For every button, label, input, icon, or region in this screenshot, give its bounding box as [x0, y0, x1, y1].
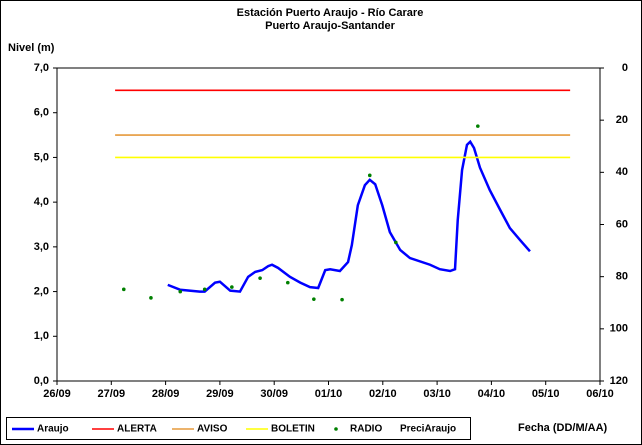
- line-series: [167, 139, 531, 293]
- y-tick-label: 2,0: [34, 285, 49, 297]
- y2-tick-label: 40: [616, 166, 628, 178]
- radio-point: [367, 173, 372, 178]
- radio-point: [476, 124, 480, 128]
- y-tick-label: 7,0: [34, 62, 49, 74]
- x-tick-label: 05/10: [532, 388, 560, 400]
- radio-point: [340, 297, 344, 302]
- y-tick-label: 3,0: [34, 241, 49, 253]
- chart-title: Estación Puerto Araujo - Río Carare: [237, 7, 424, 19]
- x-tick-label: 27/09: [98, 388, 126, 400]
- radio-point: [121, 287, 126, 292]
- x-tick-label: 04/10: [478, 388, 506, 400]
- y2-tick-label: 60: [616, 218, 628, 230]
- chart-subtitle: Puerto Araujo-Santander: [265, 20, 395, 32]
- legend-box: [6, 417, 471, 440]
- legend-label: RADIO: [350, 424, 382, 435]
- radio-point: [258, 276, 262, 280]
- y-tick-label: 4,0: [34, 196, 49, 208]
- legend-swatch: [334, 427, 338, 431]
- radio-point: [285, 280, 290, 285]
- y2-tick-label: 80: [616, 271, 628, 283]
- y2-tick-label: 100: [610, 323, 628, 335]
- y-tick-label: 1,0: [34, 330, 49, 342]
- legend-label: AVISO: [197, 424, 228, 435]
- y-tick-label: 0,0: [34, 375, 49, 387]
- legend-label: BOLETIN: [271, 424, 315, 435]
- radio-point: [312, 297, 316, 301]
- legend-label: ALERTA: [117, 424, 157, 435]
- radio-point: [178, 289, 183, 294]
- y-tick-label: 5,0: [34, 151, 49, 163]
- y2-tick-label: 0: [622, 62, 628, 74]
- x-tick-label: 03/10: [423, 388, 451, 400]
- x-tick-label: 26/09: [43, 388, 71, 400]
- radio-point: [230, 285, 234, 289]
- y-tick-label: 6,0: [34, 107, 49, 119]
- x-tick-label: 06/10: [586, 388, 614, 400]
- radio-point: [149, 296, 153, 300]
- x-tick-label: 28/09: [152, 388, 180, 400]
- x-axis-label: Fecha (DD/M/AA): [518, 422, 608, 434]
- plot-area: [56, 67, 601, 382]
- y2-tick-label: 20: [616, 114, 628, 126]
- y-axis-label: Nivel (m): [8, 42, 55, 54]
- y2-tick-label: 120: [610, 375, 628, 387]
- legend-label: Araujo: [37, 424, 69, 435]
- legend-label: PreciAraujo: [400, 424, 456, 435]
- x-tick-label: 30/09: [260, 388, 288, 400]
- radio-point: [202, 287, 207, 292]
- x-tick-label: 01/10: [315, 388, 343, 400]
- radio-point: [394, 240, 398, 245]
- x-tick-label: 02/10: [369, 388, 397, 400]
- x-tick-label: 29/09: [206, 388, 234, 400]
